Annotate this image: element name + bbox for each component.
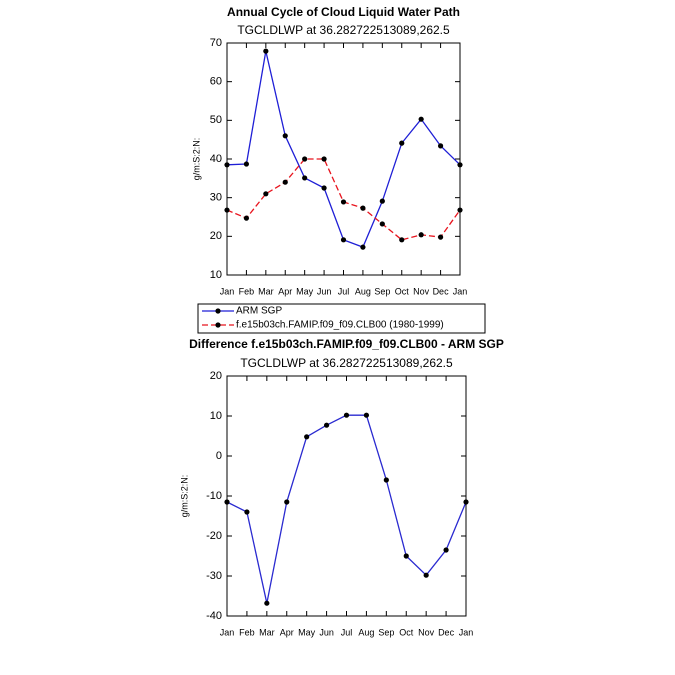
x-tick-label: Dec — [438, 627, 455, 637]
x-tick-label: Oct — [399, 627, 414, 637]
x-tick-label: Oct — [395, 286, 410, 296]
marker — [443, 547, 449, 553]
marker — [304, 434, 310, 440]
x-tick-label: Jan — [220, 627, 235, 637]
x-tick-label: Aug — [355, 286, 371, 296]
y-tick-label: 20 — [210, 230, 222, 242]
marker — [379, 221, 385, 227]
y-tick-label: 50 — [210, 114, 222, 126]
y-tick-label: 60 — [210, 76, 222, 88]
marker — [423, 572, 429, 578]
marker — [264, 600, 270, 606]
marker — [363, 412, 370, 418]
marker — [403, 553, 409, 559]
marker — [457, 207, 463, 213]
chart-title: Difference f.e15b03ch.FAMIP.f09_f09.CLB0… — [189, 337, 504, 351]
y-tick-label: -20 — [206, 530, 222, 542]
x-tick-label: May — [298, 627, 316, 637]
marker — [302, 175, 308, 181]
x-tick-label: Mar — [258, 286, 274, 296]
y-tick-label: 10 — [210, 269, 222, 281]
x-tick-label: Sep — [374, 286, 390, 296]
marker — [340, 199, 347, 205]
x-tick-label: Jan — [220, 286, 235, 296]
marker — [437, 234, 444, 240]
marker — [399, 140, 405, 146]
x-tick-label: Feb — [239, 627, 255, 637]
marker — [418, 232, 424, 238]
legend-marker — [215, 308, 221, 314]
x-tick-label: Aug — [358, 627, 374, 637]
marker — [379, 198, 385, 204]
line — [226, 414, 467, 604]
x-tick-label: Nov — [413, 286, 430, 296]
x-tick-label: Dec — [433, 286, 450, 296]
marker — [243, 161, 250, 167]
marker — [323, 422, 330, 428]
marker — [437, 143, 444, 149]
chart-subtitle: TGCLDLWP at 36.282722513089,262.5 — [240, 356, 453, 370]
x-tick-label: Jun — [317, 286, 332, 296]
plot-frame — [226, 375, 467, 617]
y-tick-label: -10 — [206, 490, 222, 502]
marker — [360, 205, 366, 211]
legend-box — [197, 303, 486, 334]
marker — [343, 412, 350, 418]
x-tick-label: Nov — [418, 627, 435, 637]
x-tick-label: Jan — [453, 286, 468, 296]
x-tick-label: Jul — [341, 627, 353, 637]
y-tick-label: -40 — [206, 610, 222, 622]
marker — [399, 237, 405, 243]
marker — [383, 477, 389, 483]
marker — [263, 48, 269, 54]
marker — [243, 215, 250, 221]
y-tick-label: 0 — [216, 450, 222, 462]
y-tick-label: 70 — [210, 37, 222, 49]
marker — [282, 133, 288, 139]
marker — [284, 499, 290, 505]
marker — [263, 191, 269, 197]
legend-label: f.e15b03ch.FAMIP.f09_f09.CLB00 (1980-199… — [236, 320, 444, 331]
marker — [418, 116, 424, 122]
legend-marker — [215, 322, 221, 328]
y-tick-label: -30 — [206, 570, 222, 582]
x-tick-label: Jan — [459, 627, 474, 637]
marker — [224, 499, 230, 505]
marker — [360, 244, 366, 250]
legend-label: ARM SGP — [236, 306, 282, 317]
y-axis-label: g/m:S:2:N: — [179, 475, 189, 518]
y-tick-label: 40 — [210, 153, 222, 165]
y-tick-label: 30 — [210, 192, 222, 204]
marker — [340, 237, 347, 243]
marker — [224, 162, 230, 168]
chart-title: Annual Cycle of Cloud Liquid Water Path — [227, 5, 460, 19]
marker — [302, 156, 308, 162]
x-tick-label: Mar — [259, 627, 275, 637]
marker — [282, 179, 288, 185]
marker — [463, 499, 469, 505]
x-tick-label: Jun — [319, 627, 334, 637]
y-tick-label: 10 — [210, 410, 222, 422]
marker — [321, 156, 327, 162]
x-tick-label: Apr — [278, 286, 292, 296]
x-tick-label: Apr — [280, 627, 294, 637]
marker — [224, 207, 230, 213]
line — [226, 50, 461, 248]
x-tick-label: Sep — [378, 627, 394, 637]
x-tick-label: Feb — [239, 286, 255, 296]
chart-subtitle: TGCLDLWP at 36.282722513089,262.5 — [237, 23, 450, 37]
y-axis-label: g/m:S:2:N: — [191, 138, 201, 181]
marker — [244, 509, 250, 515]
marker — [457, 162, 463, 168]
y-tick-label: 20 — [210, 370, 222, 382]
x-tick-label: Jul — [338, 286, 350, 296]
x-tick-label: May — [296, 286, 314, 296]
marker — [321, 185, 327, 191]
